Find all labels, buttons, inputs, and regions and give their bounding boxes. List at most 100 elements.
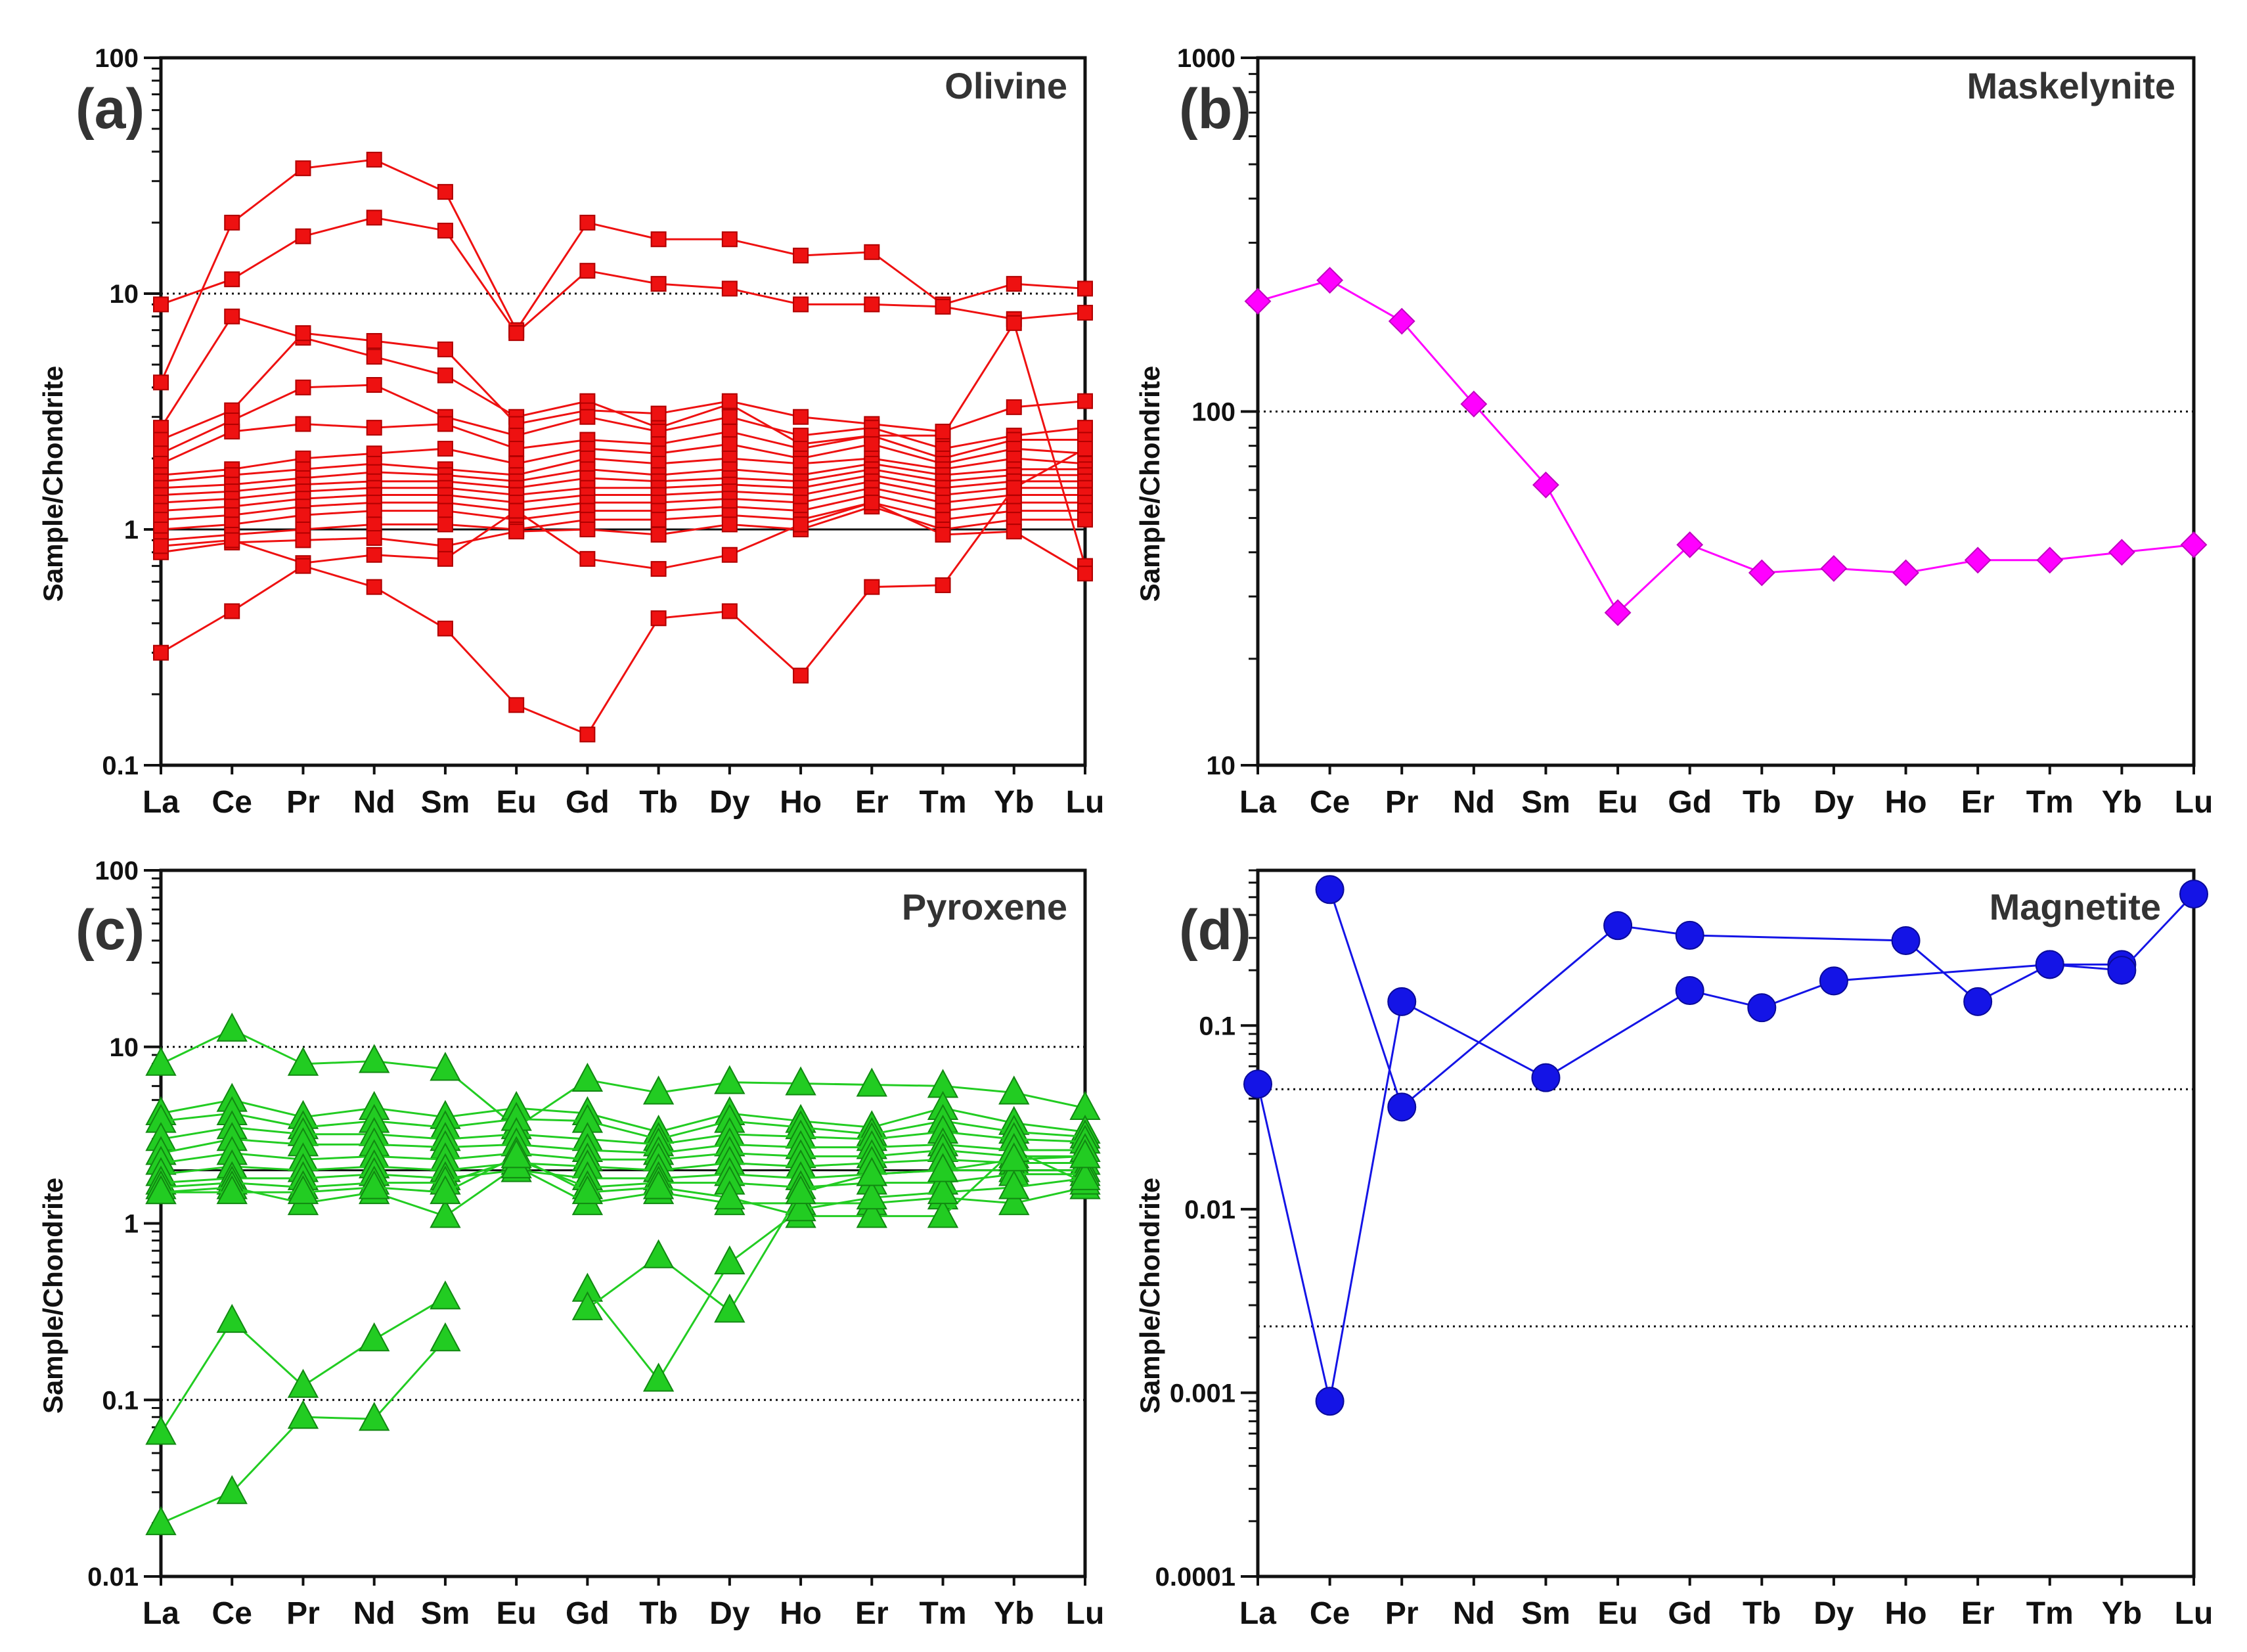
data-point-diamond xyxy=(1964,547,1991,574)
data-point-square xyxy=(437,184,453,200)
data-point-square xyxy=(1006,315,1022,331)
data-point-square xyxy=(650,512,667,528)
data-point-triangle xyxy=(856,1199,887,1228)
data-point-circle xyxy=(1243,1069,1272,1099)
data-point-circle xyxy=(2035,950,2064,979)
data-point-triangle xyxy=(998,1170,1030,1199)
x-tick-label: Pr xyxy=(1385,1596,1419,1631)
plot-series xyxy=(1244,267,2208,627)
y-tick-label: 0.01 xyxy=(1184,1195,1235,1224)
data-point-triangle xyxy=(501,1139,532,1169)
data-point-square xyxy=(650,405,667,422)
data-point-square xyxy=(935,424,951,440)
data-point-square xyxy=(366,210,382,226)
data-point-triangle xyxy=(216,1012,248,1042)
data-point-circle xyxy=(1603,911,1633,941)
x-tick-label: Yb xyxy=(994,785,1034,820)
series-line xyxy=(160,158,1086,383)
data-point-triangle xyxy=(145,1175,177,1205)
x-tick-label: Dy xyxy=(1813,1596,1854,1631)
y-tick-label: 0.0001 xyxy=(1155,1563,1235,1592)
data-point-diamond xyxy=(1604,599,1632,627)
x-tick-label: Pr xyxy=(286,1596,320,1631)
data-point-triangle xyxy=(571,1062,604,1092)
series-line xyxy=(160,1138,1085,1155)
data-point-circle xyxy=(2107,956,2137,985)
series-line xyxy=(587,1177,1086,1382)
data-point-circle xyxy=(1819,966,1848,996)
data-point-square xyxy=(366,377,382,393)
data-point-circle xyxy=(1315,1387,1345,1416)
data-point-square xyxy=(721,603,738,619)
series-12 xyxy=(145,1161,1101,1445)
y-tick-label: 10 xyxy=(1207,751,1236,780)
data-point-diamond xyxy=(1820,555,1848,582)
data-point-circle xyxy=(1747,993,1777,1023)
plot-frame xyxy=(159,868,1087,1578)
data-point-square xyxy=(1006,399,1022,415)
data-point-square xyxy=(1077,441,1093,457)
data-point-square xyxy=(721,409,738,425)
data-point-square xyxy=(864,495,880,511)
data-point-triangle xyxy=(359,1170,390,1199)
data-point-triangle xyxy=(642,1075,675,1105)
x-tick-label: Er xyxy=(1961,785,1995,820)
series-1 xyxy=(1244,267,2208,627)
data-point-triangle xyxy=(430,1322,461,1352)
y-axis-title: Sample/Chondrite xyxy=(37,1178,68,1414)
y-axis-title: Sample/Chondrite xyxy=(37,366,68,602)
x-tick-label: La xyxy=(1239,785,1276,820)
series-line xyxy=(161,1149,1086,1217)
data-point-triangle xyxy=(216,1475,248,1504)
data-point-square xyxy=(650,526,667,543)
x-tick-label: Nd xyxy=(353,1596,395,1631)
x-tick-label: Dy xyxy=(709,785,750,820)
data-point-square xyxy=(508,325,525,342)
y-axis-title: Sample/Chondrite xyxy=(1134,1178,1165,1414)
data-point-triangle xyxy=(714,1065,745,1094)
panel-d-magnetite: 0.0001 0.001 0.01 0.1 La Ce Pr Nd Sm Eu Gd Tb Dy Ho Er… xyxy=(1134,868,2213,1631)
data-point-triangle xyxy=(998,1075,1030,1105)
series-line xyxy=(160,1029,1086,1129)
x-tick-label: Tm xyxy=(920,1596,967,1631)
x-tick-label: Yb xyxy=(994,1596,1034,1631)
data-point-square xyxy=(721,280,738,297)
data-point-triangle xyxy=(287,1046,319,1076)
x-axis: La Ce Pr Nd Sm Eu Gd Tb Dy Ho Er Tm Yb Lu xyxy=(143,765,1104,820)
data-point-square xyxy=(437,516,453,533)
data-point-triangle xyxy=(714,1245,745,1275)
data-point-circle xyxy=(1675,976,1704,1006)
data-point-square xyxy=(793,248,809,264)
data-point-triangle xyxy=(642,1362,675,1392)
data-point-square xyxy=(721,231,738,248)
x-tick-label: Ho xyxy=(780,1596,822,1631)
data-point-square xyxy=(650,561,667,577)
series-line xyxy=(160,1099,1086,1133)
y-tick-label: 0.1 xyxy=(102,1386,139,1415)
data-point-square xyxy=(153,538,169,554)
series-2 xyxy=(153,210,1093,342)
data-point-triangle xyxy=(359,1322,390,1352)
y-tick-label: 0.001 xyxy=(1170,1379,1235,1408)
data-point-square xyxy=(366,516,382,533)
data-point-square xyxy=(153,644,169,661)
plot-series xyxy=(145,1012,1101,1536)
data-point-square xyxy=(721,393,738,409)
series-line xyxy=(160,443,1086,476)
x-tick-label: Tb xyxy=(1743,1596,1781,1631)
data-point-triangle xyxy=(430,1175,461,1205)
data-point-square xyxy=(793,296,809,313)
data-point-circle xyxy=(1675,920,1704,950)
data-point-square xyxy=(650,231,667,248)
series-1 xyxy=(153,152,1093,391)
x-tick-label: Yb xyxy=(2102,1596,2142,1631)
data-point-square xyxy=(579,214,596,231)
x-tick-label: Lu xyxy=(2175,785,2214,820)
plot-frame xyxy=(159,56,1087,767)
data-point-square xyxy=(935,526,951,543)
data-point-square xyxy=(295,532,311,548)
data-point-square xyxy=(793,516,809,533)
series-line xyxy=(160,1126,1086,1146)
data-point-triangle xyxy=(571,1291,604,1320)
series-line xyxy=(160,332,1086,441)
